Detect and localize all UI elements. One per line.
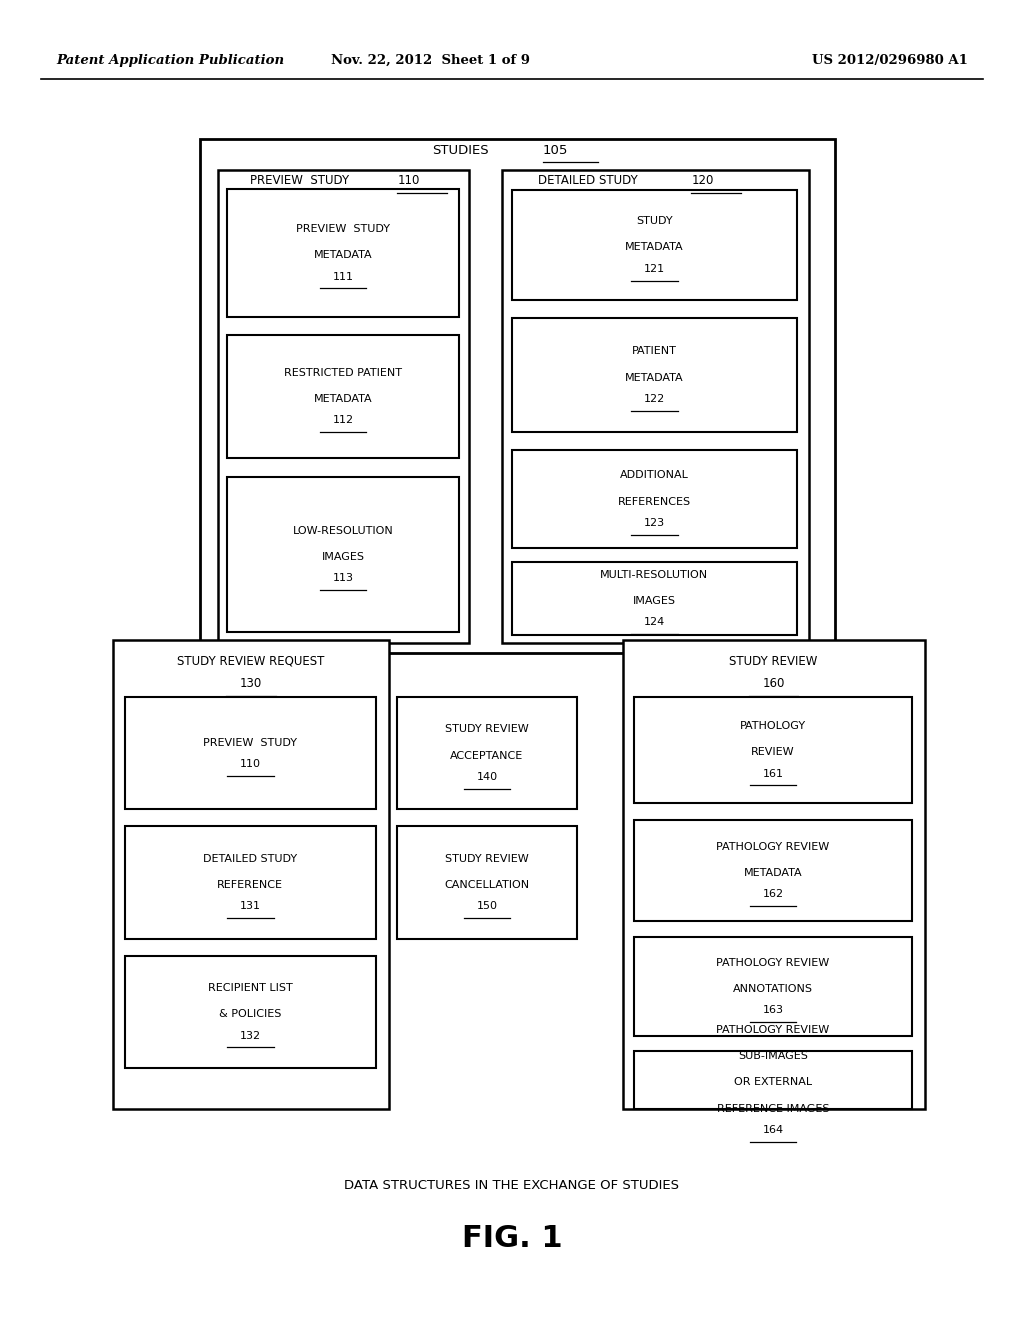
Bar [502,170,809,643]
Text: 160: 160 [763,677,784,690]
Text: METADATA: METADATA [743,869,803,878]
Bar [512,190,797,300]
Bar [227,189,459,317]
Text: ACCEPTANCE: ACCEPTANCE [451,751,523,760]
Text: PATHOLOGY REVIEW: PATHOLOGY REVIEW [717,1024,829,1035]
Bar [125,697,376,809]
Text: PATHOLOGY REVIEW: PATHOLOGY REVIEW [717,958,829,968]
Bar [634,697,912,803]
Text: 112: 112 [333,416,353,425]
Text: 131: 131 [240,902,261,911]
Text: US 2012/0296980 A1: US 2012/0296980 A1 [812,54,968,67]
Text: 164: 164 [763,1125,783,1135]
Text: PATIENT: PATIENT [632,346,677,356]
Text: & POLICIES: & POLICIES [219,1010,282,1019]
Text: PREVIEW  STUDY: PREVIEW STUDY [204,738,297,747]
Text: METADATA: METADATA [313,251,373,260]
Text: PREVIEW  STUDY: PREVIEW STUDY [251,174,349,187]
Bar [623,640,925,1109]
Text: REVIEW: REVIEW [752,747,795,758]
Text: STUDY REVIEW REQUEST: STUDY REVIEW REQUEST [177,655,325,668]
Text: OR EXTERNAL: OR EXTERNAL [734,1077,812,1088]
Text: 121: 121 [644,264,665,273]
Bar [634,820,912,921]
Text: 105: 105 [543,144,568,157]
Text: METADATA: METADATA [313,395,373,404]
Bar [218,170,469,643]
Text: RESTRICTED PATIENT: RESTRICTED PATIENT [284,368,402,378]
Text: IMAGES: IMAGES [322,552,365,562]
Bar [227,335,459,458]
Text: Nov. 22, 2012  Sheet 1 of 9: Nov. 22, 2012 Sheet 1 of 9 [331,54,529,67]
Bar [397,826,577,939]
Bar [634,1051,912,1109]
Text: CANCELLATION: CANCELLATION [444,880,529,890]
Text: ADDITIONAL: ADDITIONAL [620,470,689,480]
Text: STUDY REVIEW: STUDY REVIEW [729,655,818,668]
Bar [227,477,459,632]
Text: ANNOTATIONS: ANNOTATIONS [733,985,813,994]
Bar [125,826,376,939]
Text: STUDY: STUDY [636,216,673,226]
Text: STUDIES: STUDIES [432,144,489,157]
Text: 161: 161 [763,768,783,779]
Text: REFERENCE IMAGES: REFERENCE IMAGES [717,1104,829,1114]
Text: Patent Application Publication: Patent Application Publication [56,54,285,67]
Text: SUB-IMAGES: SUB-IMAGES [738,1051,808,1061]
Text: REFERENCE: REFERENCE [217,880,284,890]
Text: PATHOLOGY REVIEW: PATHOLOGY REVIEW [717,842,829,851]
Text: PATHOLOGY: PATHOLOGY [740,721,806,731]
Text: 163: 163 [763,1006,783,1015]
Bar [512,562,797,635]
Text: 122: 122 [644,393,665,404]
Text: 113: 113 [333,573,353,583]
Bar [634,937,912,1036]
Text: STUDY REVIEW: STUDY REVIEW [445,725,528,734]
Text: PREVIEW  STUDY: PREVIEW STUDY [296,224,390,234]
Text: DETAILED STUDY: DETAILED STUDY [538,174,638,187]
Text: 120: 120 [691,174,714,187]
Text: METADATA: METADATA [625,372,684,383]
Text: METADATA: METADATA [625,243,684,252]
Text: DATA STRUCTURES IN THE EXCHANGE OF STUDIES: DATA STRUCTURES IN THE EXCHANGE OF STUDI… [344,1179,680,1192]
Text: 150: 150 [476,902,498,911]
Bar [512,450,797,548]
Bar [113,640,389,1109]
Text: 123: 123 [644,517,665,528]
Text: STUDY REVIEW: STUDY REVIEW [445,854,528,863]
Text: RECIPIENT LIST: RECIPIENT LIST [208,983,293,993]
Text: IMAGES: IMAGES [633,597,676,606]
Text: 124: 124 [644,618,665,627]
Bar [125,956,376,1068]
Text: 110: 110 [397,174,420,187]
Bar [512,318,797,432]
Text: 162: 162 [763,890,783,899]
Text: FIG. 1: FIG. 1 [462,1224,562,1253]
Text: 110: 110 [240,759,261,768]
Text: MULTI-RESOLUTION: MULTI-RESOLUTION [600,570,709,579]
Text: REFERENCES: REFERENCES [617,496,691,507]
Text: 132: 132 [240,1031,261,1040]
Bar [200,139,835,653]
Text: DETAILED STUDY: DETAILED STUDY [204,854,297,863]
Bar [397,697,577,809]
Text: 130: 130 [240,677,262,690]
Text: 111: 111 [333,272,353,281]
Text: LOW-RESOLUTION: LOW-RESOLUTION [293,525,393,536]
Text: 140: 140 [476,772,498,781]
